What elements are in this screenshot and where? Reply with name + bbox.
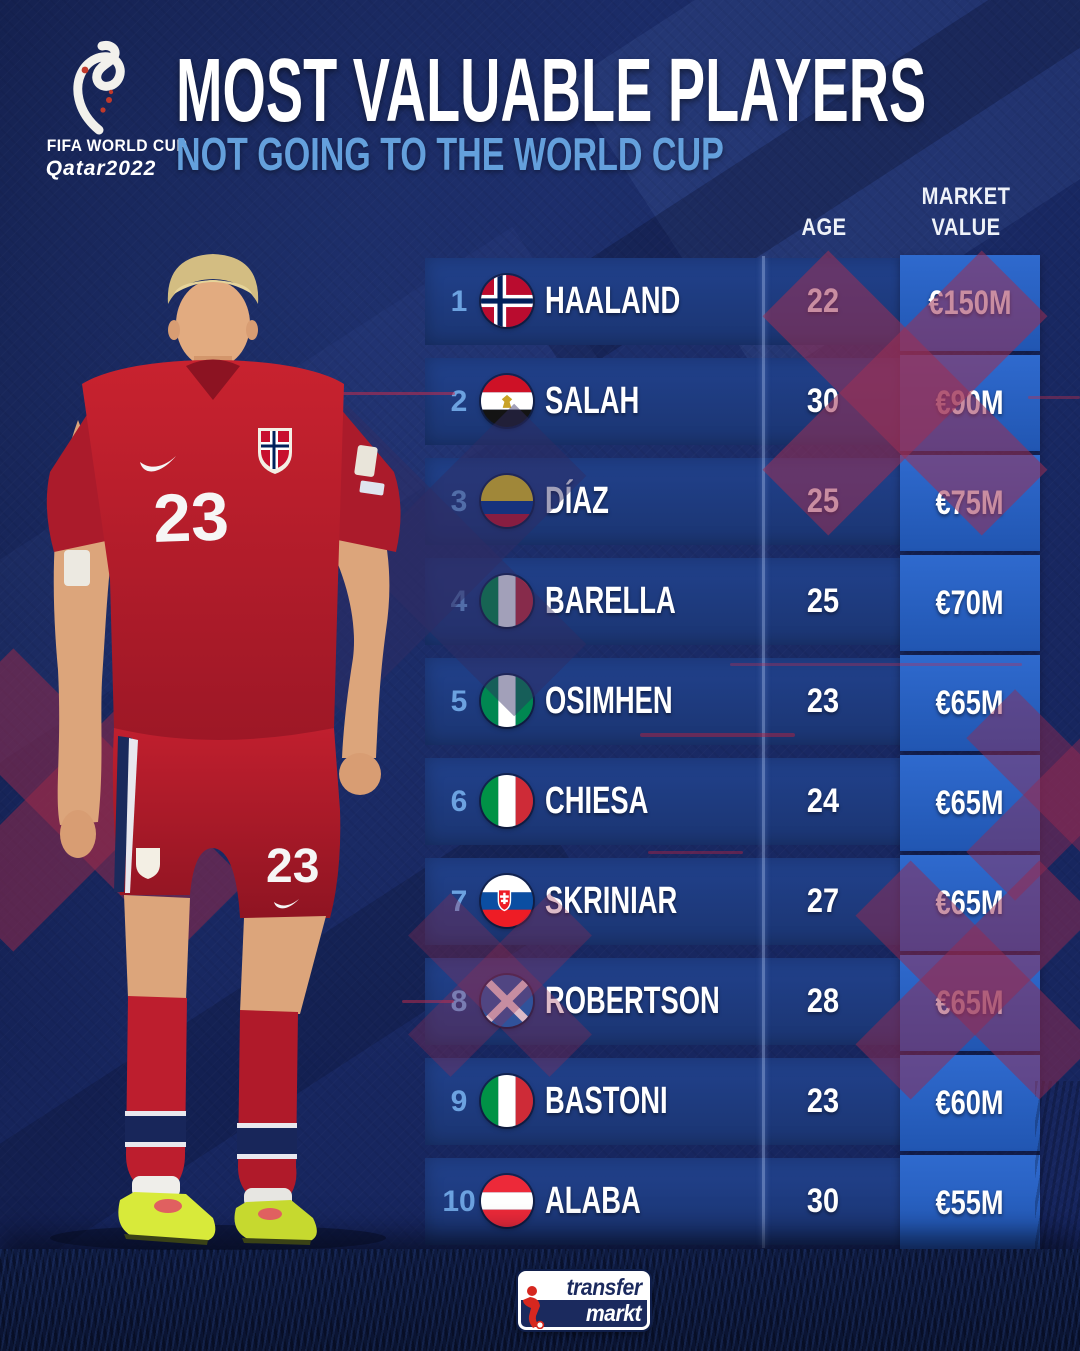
page-subtitle: NOT GOING TO THE WORLD CUP bbox=[176, 128, 724, 180]
brand-text-markt: markt bbox=[585, 1300, 642, 1326]
player-name: ROBERTSON bbox=[545, 980, 720, 1022]
player-name: DÍAZ bbox=[545, 480, 609, 522]
table-row: 3 DÍAZ 25 €75M bbox=[425, 455, 1040, 551]
player-name: OSIMHEN bbox=[545, 680, 673, 722]
market-value-text: €55M bbox=[935, 1183, 1005, 1222]
table-row: 5 OSIMHEN 23 €65M bbox=[425, 655, 1040, 751]
table-row: 6 CHIESA 24 €65M bbox=[425, 755, 1040, 851]
player-age: 28 bbox=[806, 982, 840, 1020]
rank-label: 6 bbox=[450, 784, 468, 818]
market-value-text: €75M bbox=[935, 483, 1005, 522]
column-header-market-value: MARKET VALUE bbox=[921, 183, 1011, 241]
market-value-text: €90M bbox=[935, 383, 1005, 422]
qatar-2022-wordmark: Qatar2022 bbox=[45, 157, 157, 180]
player-age: 30 bbox=[806, 382, 840, 420]
rank-label: 10 bbox=[442, 1184, 476, 1218]
scotland-flag-icon bbox=[481, 975, 533, 1027]
transfermarkt-logo: transfer markt bbox=[518, 1271, 650, 1330]
player-age: 30 bbox=[806, 1182, 840, 1220]
italy-flag-icon bbox=[481, 775, 533, 827]
market-value-text: €150M bbox=[928, 283, 1012, 322]
nigeria-flag-icon bbox=[481, 675, 533, 727]
player-name: CHIESA bbox=[545, 780, 649, 822]
market-value-text: €65M bbox=[935, 983, 1005, 1022]
rank-label: 1 bbox=[450, 284, 468, 318]
players-table: 1 HAALAND 22 €150M 2 SALAH 30 €90M 3 bbox=[425, 255, 1040, 1251]
player-name: BASTONI bbox=[545, 1080, 668, 1122]
player-age: 23 bbox=[806, 682, 840, 720]
table-row: 2 SALAH 30 €90M bbox=[425, 355, 1040, 451]
market-value-text: €65M bbox=[935, 783, 1005, 822]
rank-label: 8 bbox=[450, 984, 468, 1018]
slovakia-flag-icon bbox=[481, 875, 533, 927]
player-name: ALABA bbox=[545, 1180, 641, 1222]
player-age: 25 bbox=[806, 482, 840, 520]
colombia-flag-icon bbox=[481, 475, 533, 527]
rank-label: 9 bbox=[450, 1084, 468, 1118]
shorts-number: 23 bbox=[266, 840, 319, 893]
market-value-text: €65M bbox=[935, 683, 1005, 722]
player-name: BARELLA bbox=[545, 580, 676, 622]
rank-label: 3 bbox=[450, 484, 468, 518]
table-row: 10 ALABA 30 €55M bbox=[425, 1155, 1040, 1251]
rank-label: 4 bbox=[450, 584, 468, 618]
rank-label: 5 bbox=[450, 684, 468, 718]
player-photo: 23 23 bbox=[46, 254, 401, 1250]
table-row: 1 HAALAND 22 €150M bbox=[425, 255, 1040, 351]
player-age: 22 bbox=[806, 282, 840, 320]
table-row: 9 BASTONI 23 €60M bbox=[425, 1055, 1040, 1151]
rank-label: 2 bbox=[450, 384, 468, 418]
italy-flag-icon bbox=[481, 1075, 533, 1127]
fifa-wordmark: FIFA WORLD CUP bbox=[46, 136, 188, 155]
footballer-icon bbox=[523, 1286, 545, 1329]
column-divider bbox=[762, 256, 765, 1248]
egypt-flag-icon bbox=[481, 375, 533, 427]
player-age: 27 bbox=[806, 882, 840, 920]
italy-flag-icon bbox=[481, 575, 533, 627]
world-cup-emblem-icon bbox=[73, 41, 125, 135]
austria-flag-icon bbox=[481, 1175, 533, 1227]
grass-texture bbox=[1035, 1081, 1080, 1261]
player-age: 25 bbox=[806, 582, 840, 620]
brand-text-transfer: transfer bbox=[566, 1273, 643, 1300]
market-value-text: €65M bbox=[935, 883, 1005, 922]
column-header-age: AGE bbox=[801, 214, 847, 241]
player-name: HAALAND bbox=[545, 280, 681, 322]
table-row: 7 SKRINIAR 27 €65M bbox=[425, 855, 1040, 951]
player-age: 23 bbox=[806, 1082, 840, 1120]
rank-label: 7 bbox=[450, 884, 468, 918]
jersey-number: 23 bbox=[152, 478, 230, 557]
market-value-text: €60M bbox=[935, 1083, 1005, 1122]
table-row: 8 ROBERTSON 28 €65M bbox=[425, 955, 1040, 1051]
player-name: SALAH bbox=[545, 380, 640, 422]
table-row: 4 BARELLA 25 €70M bbox=[425, 555, 1040, 651]
player-age: 24 bbox=[806, 782, 840, 820]
fifa-world-cup-logo: FIFA WORLD CUP Qatar2022 bbox=[42, 40, 188, 181]
player-name: SKRINIAR bbox=[545, 880, 678, 922]
norway-flag-icon bbox=[481, 275, 533, 327]
market-value-text: €70M bbox=[935, 583, 1005, 622]
